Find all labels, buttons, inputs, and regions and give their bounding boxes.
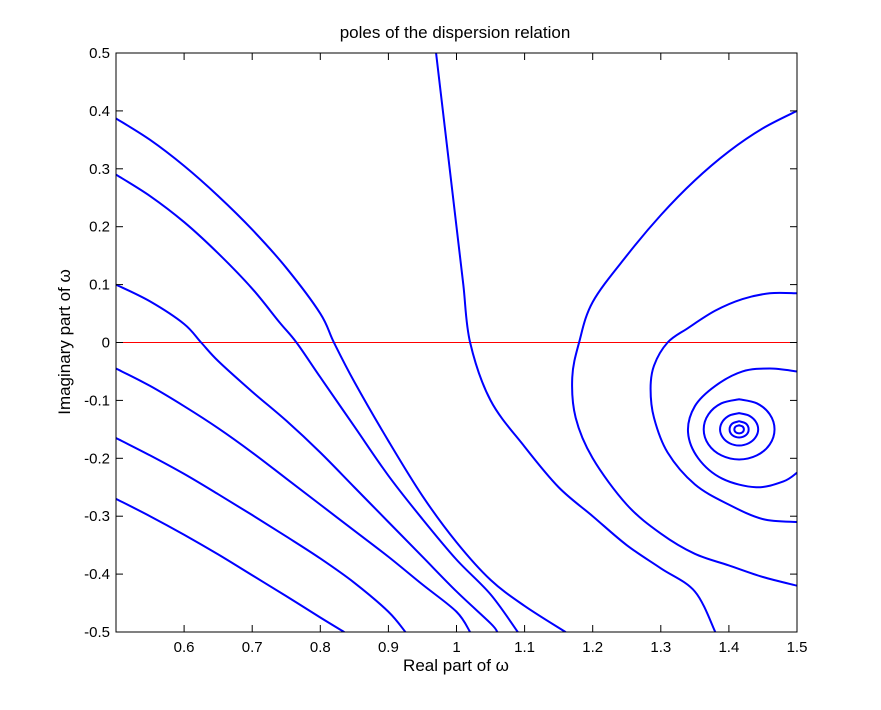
y-tick-label: -0.1 bbox=[84, 392, 110, 409]
pole-curve-2 bbox=[116, 173, 519, 632]
x-tick-label: 0.7 bbox=[242, 639, 263, 656]
x-tick-label: 1.3 bbox=[650, 639, 671, 656]
chart-title: poles of the dispersion relation bbox=[340, 23, 571, 42]
pole-curve-14 bbox=[733, 424, 745, 435]
y-tick-label: 0.1 bbox=[89, 277, 110, 294]
pole-curve-7 bbox=[435, 53, 717, 632]
x-tick-label: 1 bbox=[452, 639, 460, 656]
y-tick-label: 0.2 bbox=[89, 219, 110, 236]
x-tick-label: 0.9 bbox=[378, 639, 399, 656]
x-tick-label: 1.2 bbox=[582, 639, 603, 656]
y-tick-label: -0.3 bbox=[84, 508, 110, 525]
pole-curve-10 bbox=[686, 367, 797, 489]
x-tick-label: 1.4 bbox=[718, 639, 739, 656]
pole-curve-3 bbox=[116, 283, 499, 632]
pole-curve-5 bbox=[116, 437, 407, 632]
x-tick-label: 1.5 bbox=[787, 639, 808, 656]
pole-curve-12 bbox=[719, 412, 760, 447]
y-tick-label: 0.3 bbox=[89, 161, 110, 178]
x-tick-label: 0.8 bbox=[310, 639, 331, 656]
pole-curve-4 bbox=[116, 367, 472, 632]
pole-curve-1 bbox=[116, 117, 567, 632]
y-tick-label: -0.2 bbox=[84, 450, 110, 467]
y-tick-label: 0 bbox=[102, 335, 110, 352]
y-tick-label: -0.5 bbox=[84, 624, 110, 641]
y-tick-label: 0.5 bbox=[89, 45, 110, 62]
x-tick-label: 1.1 bbox=[514, 639, 535, 656]
y-tick-label: -0.4 bbox=[84, 566, 110, 583]
x-axis: 0.6 0.7 0.8 0.9 1 1.1 1.2 1.3 1.4 1.5 bbox=[174, 53, 808, 656]
pole-curve-13 bbox=[728, 420, 750, 439]
pole-curve-9 bbox=[649, 291, 797, 523]
y-axis: -0.5 -0.4 -0.3 -0.2 -0.1 0 0.1 0.2 0.3 0.4 0.5 bbox=[84, 45, 797, 641]
y-tick-label: 0.4 bbox=[89, 103, 110, 120]
x-tick-label: 0.6 bbox=[174, 639, 195, 656]
x-axis-title: Real part of ω bbox=[403, 656, 509, 675]
pole-curve-8 bbox=[571, 109, 797, 587]
y-axis-title: Imaginary part of ω bbox=[55, 269, 74, 415]
curve-layer bbox=[116, 53, 797, 632]
pole-curve-11 bbox=[702, 398, 776, 461]
pole-curve-6 bbox=[116, 497, 346, 632]
